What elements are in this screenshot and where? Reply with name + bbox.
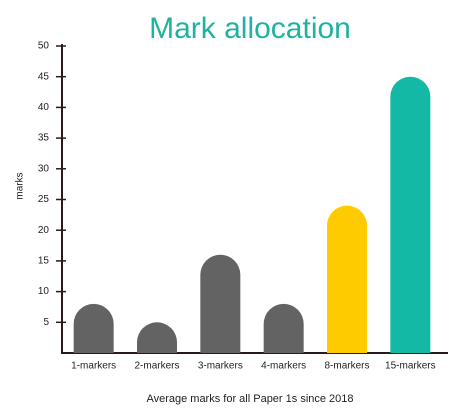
y-tick-label: 30 xyxy=(38,163,50,174)
y-tick-label: 35 xyxy=(38,133,50,144)
bar xyxy=(263,303,304,353)
x-tick-label: 4-markers xyxy=(261,361,306,372)
bar xyxy=(73,303,114,353)
x-axis-label: Average marks for all Paper 1s since 201… xyxy=(146,393,353,405)
y-tick-label: 45 xyxy=(38,71,50,82)
x-tick-label: 2-markers xyxy=(134,361,179,372)
bar xyxy=(137,322,177,353)
y-tick-label: 15 xyxy=(38,256,50,267)
x-tick-label: 3-markers xyxy=(198,361,243,372)
y-tick-label: 50 xyxy=(38,41,50,52)
bar xyxy=(200,254,241,353)
y-tick-label: 10 xyxy=(38,286,50,297)
x-tick-label: 1-markers xyxy=(71,361,116,372)
y-tick-label: 40 xyxy=(38,102,50,113)
bar xyxy=(390,76,431,353)
y-tick-label: 20 xyxy=(38,225,50,236)
x-tick-label: 8-markers xyxy=(324,361,369,372)
y-tick-label: 25 xyxy=(38,194,50,205)
x-tick-label: 15-markers xyxy=(385,361,436,372)
bar xyxy=(327,205,367,353)
y-axis-label: marks xyxy=(15,172,26,199)
y-tick-label: 5 xyxy=(43,317,49,328)
chart-title: Mark allocation xyxy=(149,12,351,45)
